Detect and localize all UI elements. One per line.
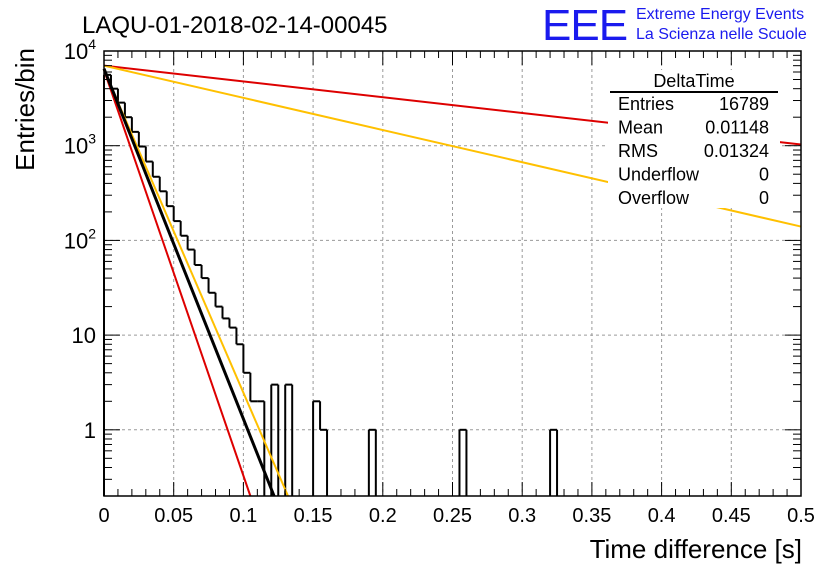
stats-label: Mean xyxy=(618,118,663,138)
x-tick-label: 0.5 xyxy=(787,505,815,527)
fit-line xyxy=(103,69,289,497)
stats-label: Entries xyxy=(618,94,674,114)
stats-value: 16789 xyxy=(719,94,769,114)
eee-logo: EEE Extreme Energy Events La Scienza nel… xyxy=(542,1,807,50)
x-tick-label: 0.4 xyxy=(648,505,676,527)
eee-logo-line1: Extreme Energy Events xyxy=(636,6,804,23)
y-tick-label: 103 xyxy=(64,131,96,159)
stats-value: 0 xyxy=(759,165,769,185)
chart-title: LAQU-01-2018-02-14-00045 xyxy=(82,12,388,39)
y-tick-label: 104 xyxy=(64,36,96,64)
x-tick-label: 0.2 xyxy=(369,505,397,527)
stats-value: 0 xyxy=(759,188,769,208)
x-tick-label: 0.05 xyxy=(154,505,193,527)
x-axis-ticks: 0 0.05 0.1 0.15 0.2 0.25 0.3 0.35 0.4 0.45 0.5 xyxy=(98,51,815,527)
x-tick-label: 0 xyxy=(98,505,109,527)
stats-box: DeltaTime Entries 16789 Mean 0.01148 RMS 0.01… xyxy=(608,70,780,208)
y-tick-label: 1 xyxy=(84,418,96,443)
fit-line xyxy=(103,69,252,497)
stats-label: Underflow xyxy=(618,165,700,185)
x-tick-label: 0.35 xyxy=(572,505,611,527)
x-tick-label: 0.1 xyxy=(229,505,257,527)
stats-value: 0.01148 xyxy=(705,118,769,138)
stats-rows: Entries 16789 Mean 0.01148 RMS 0.01324Underfl… xyxy=(618,94,769,208)
y-tick-label: 102 xyxy=(64,225,96,253)
y-tick-label: 10 xyxy=(72,323,96,348)
stats-label: Overflow xyxy=(618,188,690,208)
x-axis-label: Time difference [s] xyxy=(590,534,802,564)
histogram-bars xyxy=(103,73,559,496)
y-axis-label: Entries/bin xyxy=(10,48,40,171)
x-tick-label: 0.25 xyxy=(433,505,472,527)
eee-logo-mark: EEE xyxy=(542,1,627,50)
x-tick-label: 0.3 xyxy=(508,505,536,527)
stats-label: RMS xyxy=(618,141,658,161)
eee-logo-line2: La Scienza nelle Scuole xyxy=(636,26,807,43)
x-tick-label: 0.15 xyxy=(294,505,333,527)
x-tick-label: 0.45 xyxy=(712,505,751,527)
stats-box-title: DeltaTime xyxy=(653,71,734,91)
fit-line xyxy=(102,68,276,497)
stats-value: 0.01324 xyxy=(704,141,769,161)
